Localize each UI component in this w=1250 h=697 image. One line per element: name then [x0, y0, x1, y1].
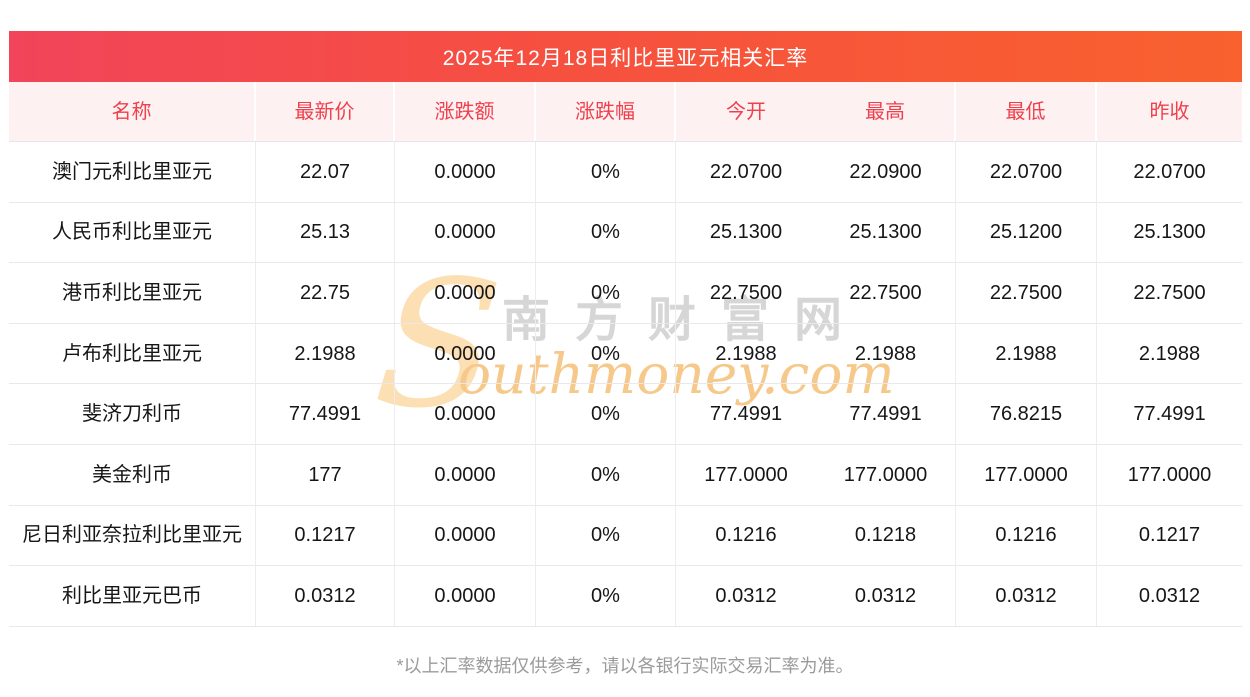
table-cell: 0.1217: [1138, 524, 1201, 547]
table-cell: 177.0000: [816, 444, 956, 505]
table-cell: 0.1216: [956, 505, 1097, 566]
table-cell: 77.4991: [709, 403, 783, 426]
table-row: 港币利比里亚元 22.75 0.0000 0% 22.7500 22.7500 22.750…: [9, 263, 1242, 324]
table-cell: 尼日利亚奈拉利比里亚元: [9, 505, 256, 566]
table-cell: 2.1988: [256, 323, 395, 384]
table-cell: 25.1200: [956, 202, 1097, 263]
table-header-row: 名称 最新价 涨跌额 涨跌幅 今开 最高 最低 昨收: [9, 82, 1242, 142]
table-cell: 0.1216: [715, 524, 777, 547]
page-title: 2025年12月18日利比里亚元相关汇率: [442, 46, 809, 70]
table-cell: 0%: [536, 384, 676, 444]
table-cell: 2.1988: [816, 323, 956, 384]
table-cell: 澳门元利比里亚元: [9, 142, 256, 202]
table-row: 卢布利比里亚元 2.1988 0.0000 0% 2.1988 2.1988 2.1988 2…: [9, 323, 1242, 385]
table-cell: 2.1988: [956, 323, 1097, 384]
table-cell: 0%: [536, 263, 676, 323]
table-cell: 0%: [536, 505, 676, 566]
table-cell: 2.1988: [715, 342, 777, 365]
table-cell: 22.0700: [709, 160, 783, 183]
table-cell: 22.0900: [816, 142, 956, 202]
table-cell: 美金利币: [9, 444, 256, 505]
table-cell: 人民币利比里亚元: [9, 202, 256, 263]
table-cell: 港币利比里亚元: [9, 263, 256, 323]
table-cell: 22.75: [256, 263, 395, 323]
table-cell: 22.0700: [956, 142, 1097, 202]
table-body: 澳门元利比里亚元 22.07 0.0000 0% 22.0700 22.0900 22.07…: [9, 142, 1242, 627]
table-cell: 0.0312: [816, 566, 956, 626]
table-cell: 22.7500: [816, 263, 956, 323]
table-cell: 0%: [536, 566, 676, 626]
table-cell: 0.1217: [256, 505, 395, 566]
table-cell: 0.0000: [395, 566, 536, 626]
table-cell: 0.1218: [816, 505, 956, 566]
table-cell: 卢布利比里亚元: [9, 323, 256, 384]
table-cell: 77.4991: [1133, 403, 1206, 426]
table-cell: 22.7500: [1133, 281, 1206, 304]
table-cell: 22.0700: [1133, 160, 1206, 183]
table-cell: 0.0312: [715, 584, 777, 607]
header-cell: 名称: [9, 82, 256, 141]
header-cell: 最低: [956, 82, 1097, 141]
table-row: 美金利币 177 0.0000 0% 177.0000 177.0000 177.0000 1…: [9, 444, 1242, 506]
table-cell: 0.0000: [395, 323, 536, 384]
table-cell: 25.13: [256, 202, 395, 263]
table-cell: 76.8215: [956, 384, 1097, 444]
table-cell: 0.0312: [1138, 584, 1201, 607]
table-cell: 77.4991: [816, 384, 956, 444]
table-cell: 0.0312: [256, 566, 395, 626]
table-cell: 22.7500: [956, 263, 1097, 323]
table-row: 尼日利亚奈拉利比里亚元 0.1217 0.0000 0% 0.1216 0.1218 0.1…: [9, 505, 1242, 567]
table-cell: 25.1300: [1133, 221, 1206, 244]
table-cell: 177.0000: [1127, 463, 1212, 486]
header-cell: 最新价: [256, 82, 395, 141]
header-cell: 最高: [816, 82, 956, 141]
table-cell: 0.0000: [395, 263, 536, 323]
table-cell: 0.0312: [956, 566, 1097, 626]
table-cell: 0%: [536, 444, 676, 505]
table-cell: 25.1300: [709, 221, 783, 244]
table-cell: 0.0000: [395, 384, 536, 444]
table-row: 人民币利比里亚元 25.13 0.0000 0% 25.1300 25.1300 25.12…: [9, 202, 1242, 264]
table-cell: 177.0000: [704, 463, 788, 486]
table-cell: 0%: [536, 142, 676, 202]
table-row: 斐济刀利币 77.4991 0.0000 0% 77.4991 77.4991 76.821…: [9, 384, 1242, 445]
header-cell: 涨跌幅: [536, 82, 676, 141]
table-cell: 斐济刀利币: [9, 384, 256, 444]
table-cell: 22.07: [256, 142, 395, 202]
table-cell: 2.1988: [1138, 342, 1201, 365]
table-cell: 177.0000: [956, 444, 1097, 505]
table-cell: 利比里亚元巴币: [9, 566, 256, 626]
table-cell: 0.0000: [395, 505, 536, 566]
table-cell: 77.4991: [256, 384, 395, 444]
table-cell: 0.0000: [395, 142, 536, 202]
header-cell: 今开: [726, 100, 766, 123]
table-cell: 0%: [536, 202, 676, 263]
header-cell: 昨收: [1149, 100, 1190, 123]
table-title-bar: 2025年12月18日利比里亚元相关汇率: [9, 31, 1242, 82]
table-cell: 22.7500: [709, 281, 783, 304]
exchange-rate-table: 名称 最新价 涨跌额 涨跌幅 今开 最高 最低 昨收 澳门元利比里亚元 22.07 0.0000 0…: [9, 82, 1242, 627]
table-cell: 0%: [536, 323, 676, 384]
table-cell: 177: [256, 444, 395, 505]
table-row: 利比里亚元巴币 0.0312 0.0000 0% 0.0312 0.0312 0.0312 0…: [9, 566, 1242, 627]
table-cell: 0.0000: [395, 202, 536, 263]
table-row: 澳门元利比里亚元 22.07 0.0000 0% 22.0700 22.0900 22.07…: [9, 142, 1242, 203]
table-cell: 25.1300: [816, 202, 956, 263]
header-cell: 涨跌额: [395, 82, 536, 141]
table-cell: 0.0000: [395, 444, 536, 505]
disclaimer-text: *以上汇率数据仅供参考，请以各银行实际交易汇率为准。: [396, 656, 854, 676]
